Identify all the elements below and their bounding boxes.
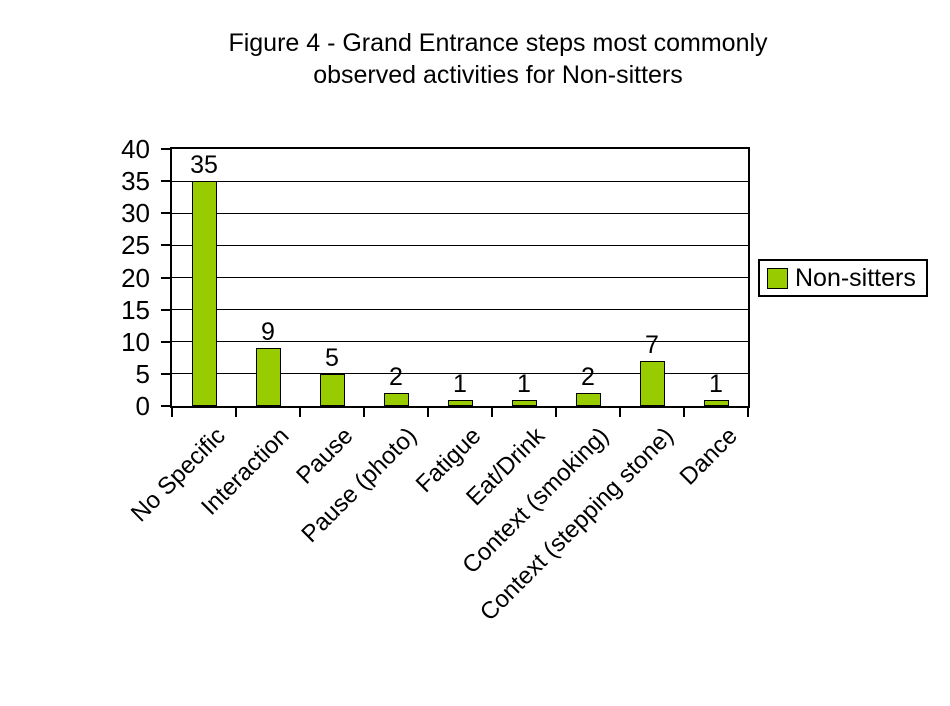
y-axis-tick: [161, 180, 172, 183]
chart-title-line-2: observed activities for Non-sitters: [313, 61, 683, 89]
gridline: [172, 309, 748, 311]
bar: [447, 399, 473, 406]
bar: [191, 181, 217, 406]
chart-title: Figure 4 - Grand Entrance steps most com…: [46, 27, 950, 91]
bar-value-label: 35: [190, 151, 218, 180]
x-axis-tick: [683, 408, 685, 417]
legend-label: Non-sitters: [795, 263, 916, 292]
bar: [639, 361, 665, 406]
bar-value-label: 1: [709, 369, 723, 398]
y-axis-tick-label: 25: [121, 230, 150, 261]
x-axis-tick: [555, 408, 557, 417]
bar: [575, 393, 601, 406]
bar: [255, 348, 281, 406]
bar: [511, 399, 537, 406]
y-axis-tick: [161, 308, 172, 311]
bar: [703, 399, 729, 406]
x-axis-tick: [171, 408, 173, 417]
y-axis-tick-label: 0: [135, 391, 150, 421]
x-axis-tick: [363, 408, 365, 417]
y-axis-tick: [161, 340, 172, 343]
gridline: [172, 277, 748, 278]
x-axis-tick: [619, 408, 621, 417]
chart-title-line-1: Figure 4 - Grand Entrance steps most com…: [228, 29, 768, 57]
x-axis-category-label: Pause (photo): [296, 422, 423, 548]
x-axis-tick: [747, 408, 749, 417]
gridline: [172, 180, 748, 182]
y-axis-tick-label: 10: [121, 326, 150, 357]
y-axis-tick: [161, 244, 172, 247]
gridline: [172, 341, 748, 343]
gridline: [172, 244, 748, 246]
y-axis-tick-label: 35: [121, 166, 150, 197]
x-axis-tick: [235, 408, 237, 417]
y-axis-tick: [161, 212, 172, 215]
bar-value-label: 7: [645, 331, 659, 360]
y-axis-tick-label: 15: [121, 294, 150, 325]
y-axis-tick-label: 20: [121, 262, 150, 293]
bar-value-label: 9: [261, 318, 275, 347]
x-axis-tick: [299, 408, 301, 417]
x-axis-tick: [491, 408, 493, 417]
bar-value-label: 2: [389, 363, 403, 392]
legend: Non-sitters: [758, 259, 928, 297]
x-axis-category-label: Dance: [674, 422, 743, 491]
x-axis-tick: [427, 408, 429, 417]
bar: [319, 373, 345, 406]
y-axis-tick: [161, 276, 172, 279]
bar-value-label: 1: [453, 369, 467, 398]
y-axis-tick-label: 40: [121, 134, 150, 164]
y-axis-tick: [161, 405, 172, 407]
legend-swatch-non-sitters: [767, 267, 788, 289]
y-axis-tick-label: 5: [135, 358, 150, 389]
bar: [383, 393, 409, 406]
y-axis-tick: [161, 148, 172, 150]
bar-value-label: 2: [581, 363, 595, 392]
bar-value-label: 1: [517, 369, 531, 398]
plot-area: 35 9 5 2 1 1 2 7 1: [170, 147, 750, 408]
bar-value-label: 5: [325, 343, 339, 372]
y-axis-tick: [161, 372, 172, 375]
y-axis-tick-label: 30: [121, 198, 150, 229]
gridline: [172, 373, 748, 375]
gridline: [172, 212, 748, 214]
